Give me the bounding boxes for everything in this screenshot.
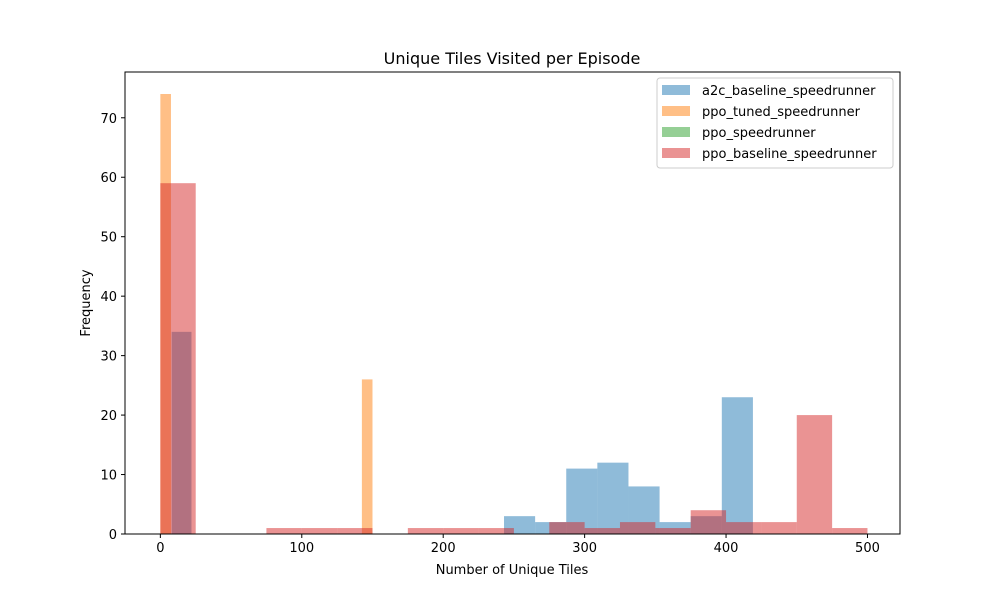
bar-ppo_baseline_speedrunner-12 bbox=[726, 522, 762, 534]
bar-ppo_baseline_speedrunner-3 bbox=[337, 528, 373, 534]
bar-ppo_baseline_speedrunner-15 bbox=[832, 528, 868, 534]
y-tick-label: 60 bbox=[100, 171, 117, 186]
bar-ppo_baseline_speedrunner-7 bbox=[549, 522, 585, 534]
x-tick-label: 400 bbox=[714, 541, 739, 556]
bar-ppo_baseline_speedrunner-9 bbox=[619, 522, 656, 534]
bar-ppo_baseline_speedrunner-8 bbox=[584, 528, 620, 534]
bar-ppo_baseline_speedrunner-5 bbox=[443, 528, 479, 534]
legend-label-ppo_speedrunner: ppo_speedrunner bbox=[702, 126, 816, 141]
y-tick-label: 70 bbox=[100, 112, 117, 127]
bar-ppo_baseline_speedrunner-14 bbox=[796, 415, 833, 534]
plot-frame bbox=[124, 71, 901, 535]
bar-ppo_baseline_speedrunner-6 bbox=[478, 528, 514, 534]
legend-swatch-ppo_baseline_speedrunner bbox=[662, 148, 690, 158]
bar-ppo_baseline_speedrunner-2 bbox=[301, 528, 338, 534]
bar-ppo_tuned_speedrunner-1 bbox=[361, 379, 373, 534]
y-tick-label: 20 bbox=[100, 409, 117, 424]
legend-box bbox=[656, 77, 894, 169]
y-tick-label: 30 bbox=[100, 350, 117, 365]
bars-layer bbox=[160, 94, 868, 534]
y-tick-label: 40 bbox=[100, 290, 117, 305]
x-tick-label: 0 bbox=[156, 541, 164, 556]
bar-ppo_baseline_speedrunner-10 bbox=[655, 528, 691, 534]
x-tick-label: 500 bbox=[855, 541, 880, 556]
x-tick-label: 200 bbox=[431, 541, 456, 556]
y-tick-label: 50 bbox=[100, 231, 117, 246]
y-tick-label: 0 bbox=[109, 528, 117, 543]
y-tick-label: 10 bbox=[100, 469, 117, 484]
legend: a2c_baseline_speedrunner ppo_tuned_speedr… bbox=[656, 77, 894, 169]
legend-swatch-a2c_baseline_speedrunner bbox=[662, 85, 690, 95]
bar-ppo_baseline_speedrunner-13 bbox=[761, 522, 797, 534]
legend-swatch-ppo_speedrunner bbox=[662, 127, 690, 137]
y-axis-ticks: 0 10 20 30 40 50 60 70 bbox=[100, 112, 125, 543]
x-axis-ticks: 0 100 200 300 400 500 bbox=[156, 534, 880, 556]
x-tick-label: 100 bbox=[289, 541, 314, 556]
bar-a2c_baseline_speedrunner-8 bbox=[721, 397, 753, 534]
legend-label-a2c_baseline_speedrunner: a2c_baseline_speedrunner bbox=[702, 84, 876, 99]
bar-ppo_baseline_speedrunner-1 bbox=[266, 528, 302, 534]
x-tick-label: 300 bbox=[572, 541, 597, 556]
bar-ppo_baseline_speedrunner-11 bbox=[690, 510, 727, 534]
legend-swatch-ppo_tuned_speedrunner bbox=[662, 106, 690, 116]
axes-layer bbox=[124, 71, 901, 535]
x-axis-label: Number of Unique Tiles bbox=[436, 563, 589, 578]
bar-ppo_baseline_speedrunner-0 bbox=[160, 183, 196, 534]
legend-label-ppo_tuned_speedrunner: ppo_tuned_speedrunner bbox=[702, 105, 861, 120]
legend-label-ppo_baseline_speedrunner: ppo_baseline_speedrunner bbox=[702, 147, 877, 162]
chart-title: Unique Tiles Visited per Episode bbox=[384, 49, 641, 68]
bar-ppo_baseline_speedrunner-4 bbox=[407, 528, 444, 534]
y-axis-label: Frequency bbox=[79, 269, 94, 336]
